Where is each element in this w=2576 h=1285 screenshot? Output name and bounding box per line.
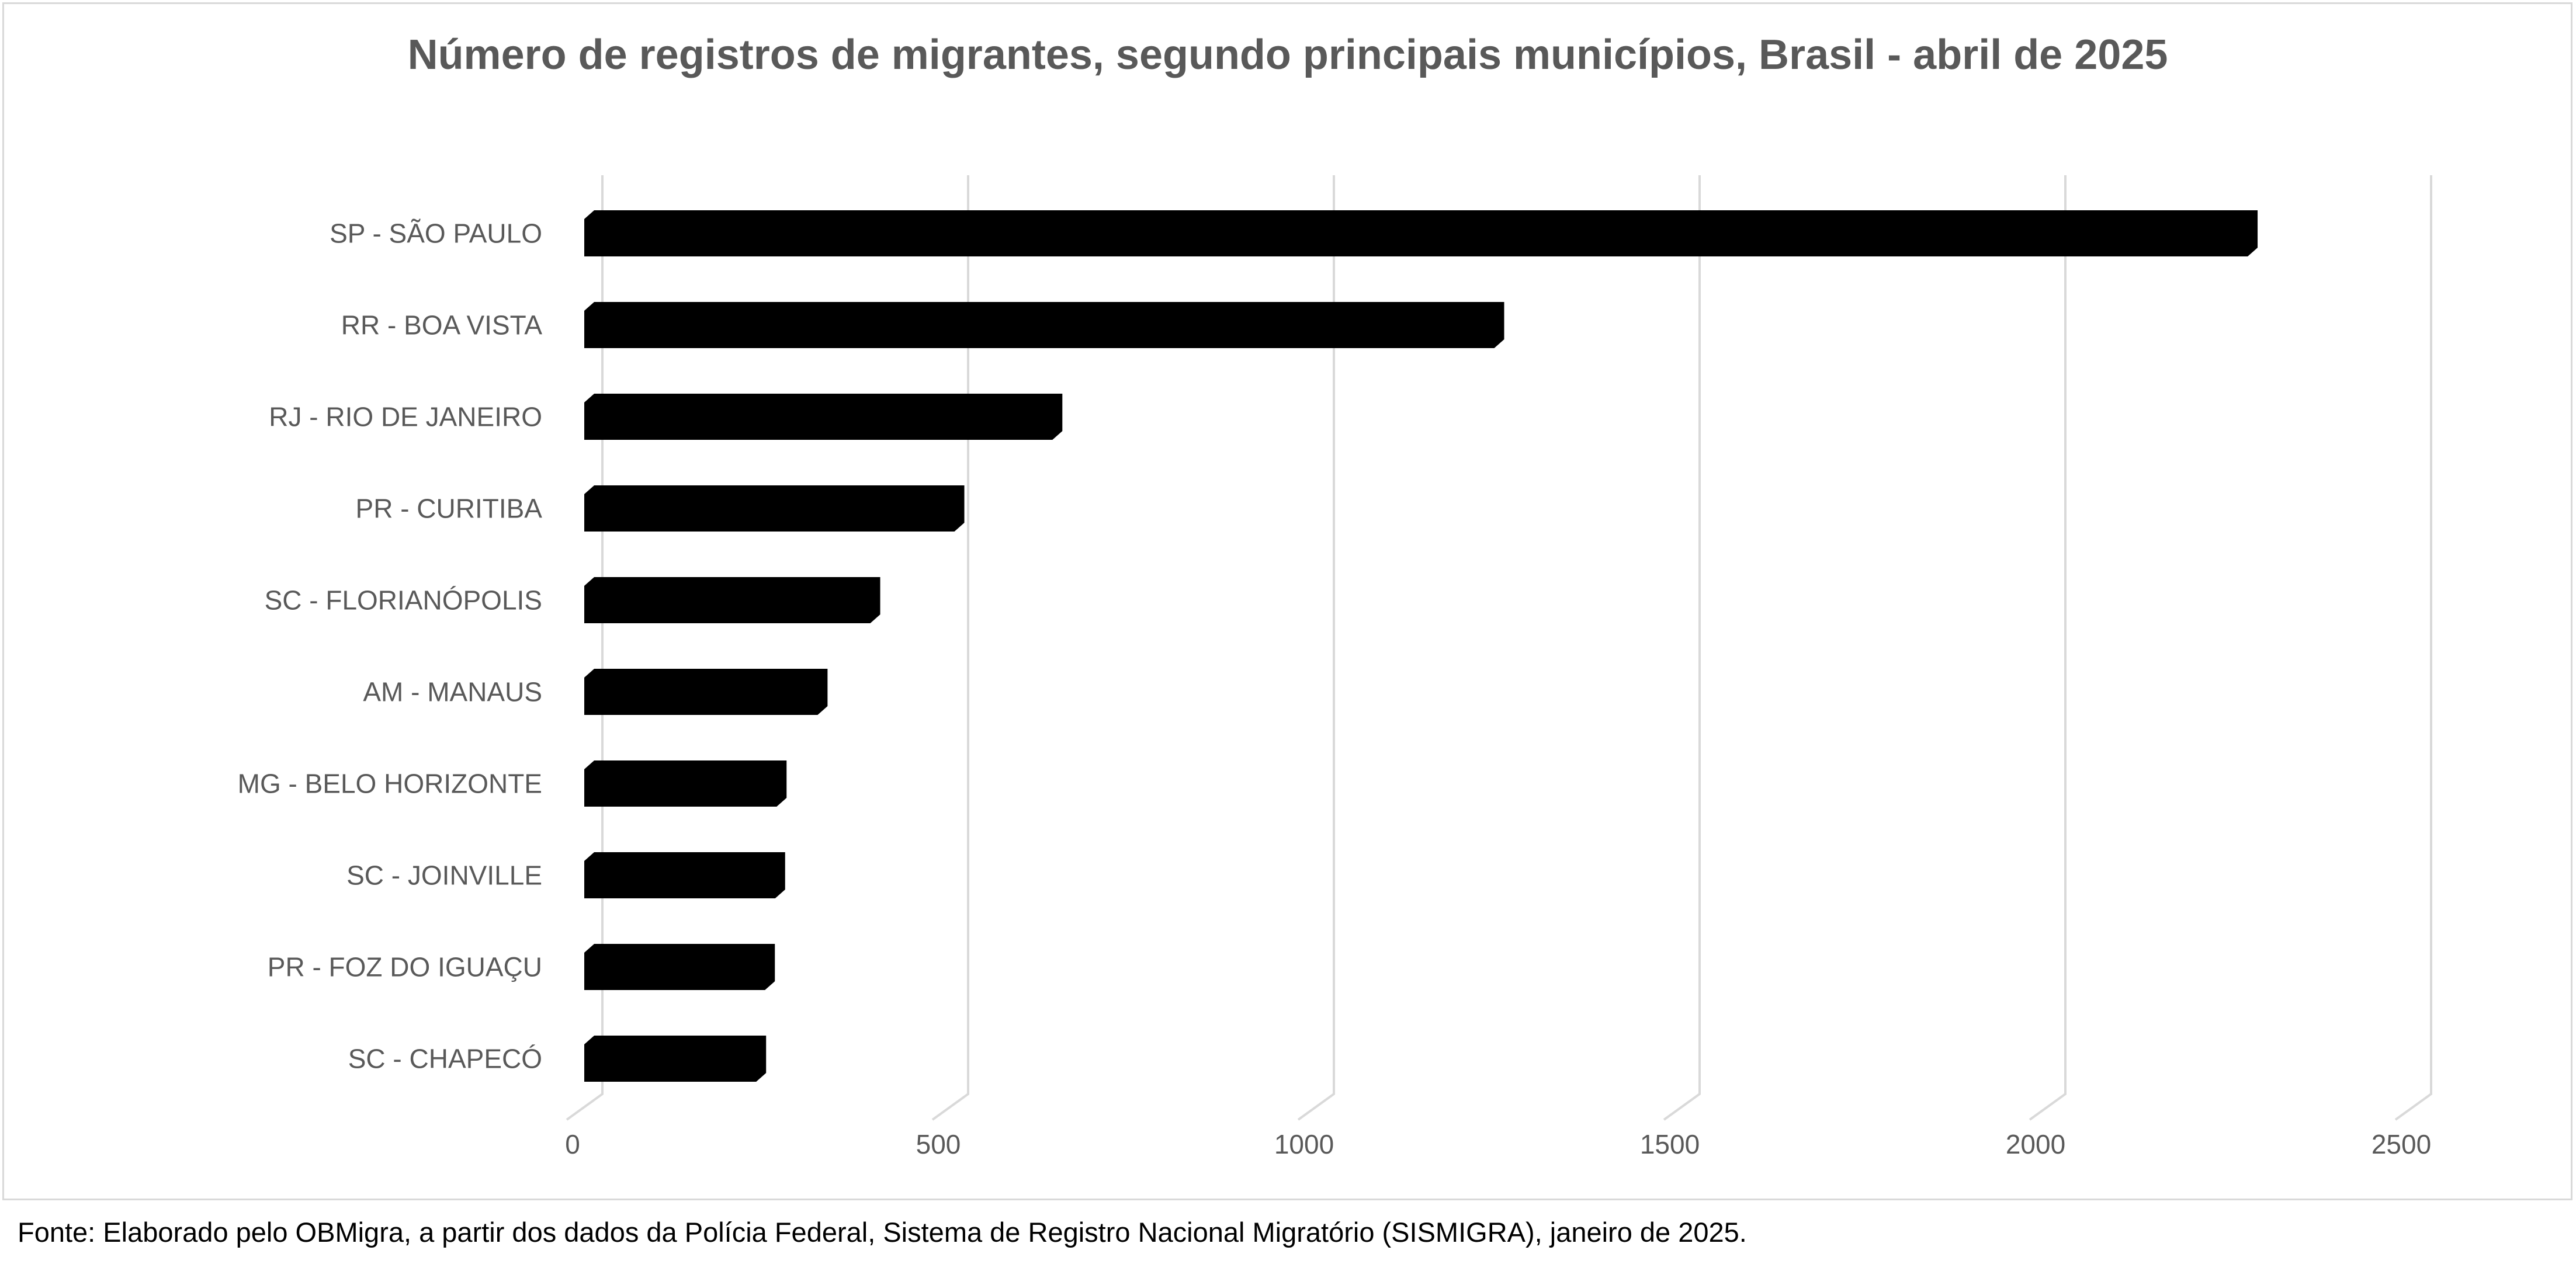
bar <box>584 944 775 990</box>
bar <box>584 669 828 715</box>
bar <box>584 210 2258 256</box>
gridline <box>566 175 604 1121</box>
gridline <box>2029 175 2067 1121</box>
x-tick-label: 1000 <box>1274 1129 1334 1159</box>
bar <box>584 577 880 623</box>
x-tick-label: 1500 <box>1640 1129 1700 1159</box>
x-tick-label: 2000 <box>2006 1129 2065 1159</box>
category-label: SC - CHAPECÓ <box>348 1044 542 1074</box>
category-label: SC - JOINVILLE <box>346 860 542 891</box>
x-tick-label: 500 <box>916 1129 961 1159</box>
category-label: PR - FOZ DO IGUAÇU <box>268 952 542 982</box>
tick-labels: 0 500 1000 1500 2000 2500 <box>565 1129 2431 1159</box>
category-label: PR - CURITIBA <box>356 494 543 524</box>
bar <box>584 302 1504 348</box>
gridline <box>1663 175 1701 1121</box>
category-label: AM - MANAUS <box>363 677 542 707</box>
source-footnote: Fonte: Elaborado pelo OBMigra, a partir … <box>18 1217 1747 1248</box>
gridline <box>931 175 969 1121</box>
gridline <box>1297 175 1335 1121</box>
category-labels: SP - SÃO PAULO RR - BOA VISTA RJ - RIO DE … <box>238 218 543 1074</box>
bar <box>584 852 785 898</box>
bar <box>584 485 965 532</box>
chart-frame <box>2 2 2572 1200</box>
category-label: SC - FLORIANÓPOLIS <box>265 585 542 616</box>
gridlines <box>566 175 2432 1121</box>
category-label: RR - BOA VISTA <box>341 310 543 341</box>
x-tick-label: 2500 <box>2372 1129 2431 1159</box>
chart-title: Número de registros de migrantes, segund… <box>408 32 2168 78</box>
bars <box>584 210 2258 1082</box>
bar <box>584 760 787 807</box>
category-label: MG - BELO HORIZONTE <box>238 769 542 799</box>
bar <box>584 1036 767 1082</box>
bar <box>584 394 1063 440</box>
category-label: SP - SÃO PAULO <box>330 218 542 249</box>
gridline <box>2394 175 2432 1121</box>
x-tick-label: 0 <box>565 1129 580 1159</box>
category-label: RJ - RIO DE JANEIRO <box>269 402 542 432</box>
